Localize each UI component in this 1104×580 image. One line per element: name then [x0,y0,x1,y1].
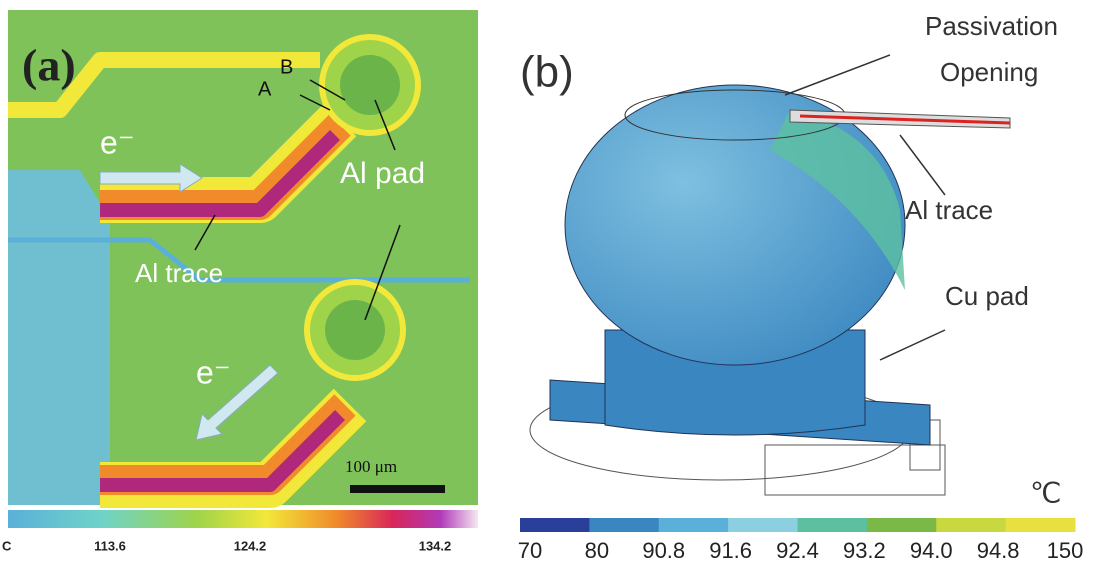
colorbar-labels: 113.6 124.2 134.2 [94,538,451,553]
colorbar-label: 70 [518,538,542,563]
colorbar-label: 94.0 [910,538,953,563]
panel-label: (a) [22,40,76,91]
colorbar: 70 80 90.8 91.6 92.4 93.2 94.0 94.8 150 [518,518,1084,563]
colorbar-segment [936,518,1006,532]
figure: (a) A B e⁻ e⁻ Al pad Al trace 100 μm C 1… [0,0,1104,575]
point-label: B [280,56,293,78]
pad-label: Al pad [340,157,425,190]
panel-b: (b) Passivation Opening Al trace Cu pad … [518,11,1084,563]
scale-bar [350,485,445,493]
colorbar-segment [589,518,659,532]
colorbar-label: C [2,538,12,553]
colorbar-label: 91.6 [709,538,752,563]
panel-a: (a) A B e⁻ e⁻ Al pad Al trace 100 μm C 1… [2,10,478,553]
colorbar-segment [520,518,590,532]
colorbar [8,510,478,528]
colorbar-label: 150 [1047,538,1084,563]
colorbar-label: 134.2 [419,538,452,553]
panel-label: (b) [520,48,574,97]
electron-label: e⁻ [196,354,231,390]
trace-label: Al trace [135,258,223,288]
colorbar-label: 92.4 [776,538,819,563]
colorbar-segment [798,518,868,532]
point-label: A [258,78,272,100]
colorbar-segment [867,518,937,532]
colorbar-segment [728,518,798,532]
unit-label: ℃ [1030,477,1061,508]
cool-region [8,170,110,505]
colorbar-label: 93.2 [843,538,886,563]
colorbar-label: 90.8 [642,538,685,563]
colorbar-label: 113.6 [94,538,126,553]
solder-ball [565,85,905,365]
passivation-label: Passivation [925,11,1058,41]
passivation-label: Opening [940,57,1038,87]
pad-label: Cu pad [945,281,1029,311]
scale-label: 100 μm [345,457,397,476]
electron-label: e⁻ [100,124,135,160]
colorbar-segment [659,518,729,532]
colorbar-segment [1006,518,1076,532]
colorbar-label: 124.2 [234,538,267,553]
pad [325,300,385,360]
colorbar-label: 80 [585,538,609,563]
trace-label: Al trace [905,195,993,225]
colorbar-label: 94.8 [977,538,1020,563]
pad [340,55,400,115]
